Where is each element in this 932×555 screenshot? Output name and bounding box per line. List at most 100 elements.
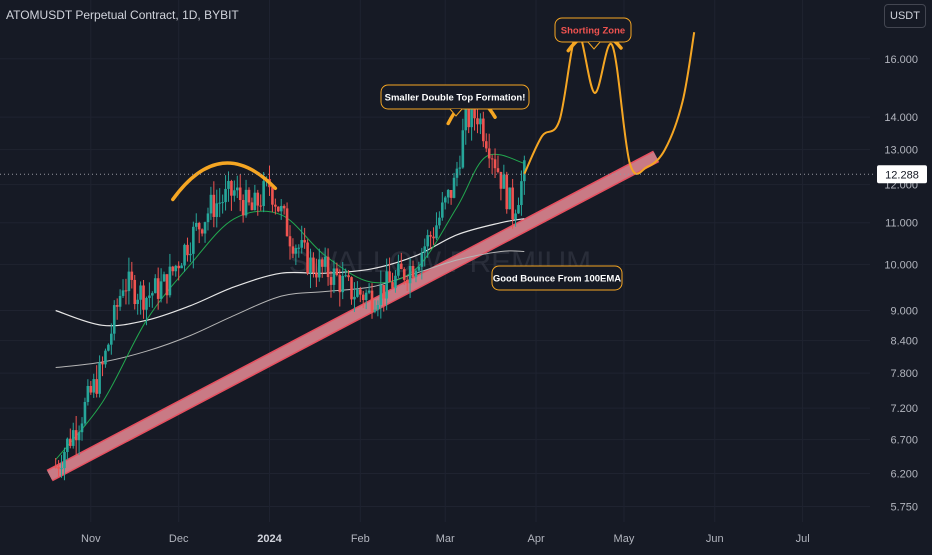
candle-body <box>499 171 503 189</box>
candle-body <box>438 217 441 226</box>
x-tick-label: Feb <box>351 533 370 545</box>
candle-body <box>274 204 277 207</box>
candle-body <box>66 438 69 452</box>
candle-body <box>192 226 195 254</box>
bounce-callout: Good Bounce From 100EMA <box>491 265 623 291</box>
candle-body <box>247 189 251 203</box>
candle-body <box>77 432 81 441</box>
candle-body <box>288 236 292 247</box>
candle-body <box>350 277 353 300</box>
candle-body <box>197 222 201 230</box>
candle-body <box>54 466 57 468</box>
candle-body <box>227 181 230 189</box>
candle-body <box>364 292 368 301</box>
y-tick-label: 8.400 <box>890 336 918 348</box>
candle-body <box>189 253 192 256</box>
candle-body <box>60 468 63 470</box>
x-tick-label: Dec <box>169 533 189 545</box>
candle-body <box>74 430 78 441</box>
candle-body <box>356 289 359 297</box>
candle-body <box>83 401 87 424</box>
y-tick-label: 6.700 <box>890 435 918 447</box>
candle-body <box>367 290 371 293</box>
candle-body <box>139 285 142 300</box>
x-tick-label: Jul <box>796 533 810 545</box>
candle-body <box>165 274 169 296</box>
candle-body <box>291 246 295 254</box>
candle-body <box>86 385 90 402</box>
candle-body <box>159 281 163 299</box>
candle-body <box>429 235 432 237</box>
candle-body <box>338 275 342 293</box>
candle-body <box>224 188 227 203</box>
candle-body <box>148 295 151 298</box>
candle-body <box>379 285 383 305</box>
candle-body <box>417 266 421 271</box>
x-tick-label: Mar <box>436 533 455 545</box>
candle-body <box>215 203 219 217</box>
candle-body <box>455 168 459 178</box>
candle-body <box>276 206 280 212</box>
candle-body <box>523 160 526 182</box>
y-tick-label: 16.000 <box>884 54 918 66</box>
bounce-callout-text: Good Bounce From 100EMA <box>493 274 621 285</box>
candle-body <box>487 148 491 159</box>
candle-body <box>230 181 233 196</box>
candle-body <box>89 385 93 393</box>
candle-body <box>385 271 388 299</box>
x-tick-label: May <box>614 533 635 545</box>
candle-body <box>294 248 298 254</box>
candle-body <box>250 202 254 211</box>
candle-body <box>458 167 462 169</box>
candle-body <box>315 272 318 278</box>
candle-body <box>323 256 327 267</box>
y-tick-label: 11.000 <box>885 218 918 230</box>
candle-body <box>244 189 248 216</box>
candle-body <box>309 257 312 274</box>
candle-body <box>449 189 453 198</box>
candle-body <box>391 282 394 289</box>
ema-fast-line <box>55 153 525 460</box>
candle-body <box>502 174 506 189</box>
currency-button[interactable]: USDT <box>884 4 926 28</box>
candle-body <box>470 104 473 128</box>
candle-body <box>446 189 450 198</box>
candle-body <box>464 106 468 131</box>
candle-body <box>496 168 500 172</box>
candle-body <box>177 265 180 269</box>
candle-body <box>121 290 125 296</box>
candle-body <box>256 192 260 206</box>
candle-body <box>115 305 119 307</box>
candle-body <box>306 242 309 274</box>
candle-body <box>443 197 447 203</box>
candle-body <box>297 247 301 249</box>
candle-body <box>145 297 148 310</box>
candle-body <box>63 451 66 469</box>
candle-body <box>303 240 306 243</box>
candle-body <box>203 222 207 234</box>
candle-body <box>69 438 72 446</box>
candle-body <box>235 187 239 191</box>
ema-100-line <box>55 218 525 327</box>
shorting-zone-callout-pointer <box>587 41 601 50</box>
candle-body <box>435 225 438 239</box>
candle-body <box>320 259 324 267</box>
candle-body <box>520 181 523 206</box>
candle-body <box>259 205 263 207</box>
candle-body <box>405 279 409 284</box>
candle-body <box>221 202 224 204</box>
candle-body <box>209 194 213 214</box>
x-tick-label: Jun <box>706 533 724 545</box>
candle-body <box>514 213 517 220</box>
candle-body <box>151 293 154 296</box>
candle-body <box>511 187 514 220</box>
candle-body <box>461 130 465 168</box>
candle-body <box>329 277 333 285</box>
shorting-zone-callout: Shorting Zone <box>554 17 632 50</box>
candle-body <box>479 118 482 125</box>
candle-body <box>174 265 178 272</box>
candle-body <box>376 304 380 310</box>
y-tick-label: 13.000 <box>884 145 918 157</box>
candle-body <box>271 187 274 205</box>
